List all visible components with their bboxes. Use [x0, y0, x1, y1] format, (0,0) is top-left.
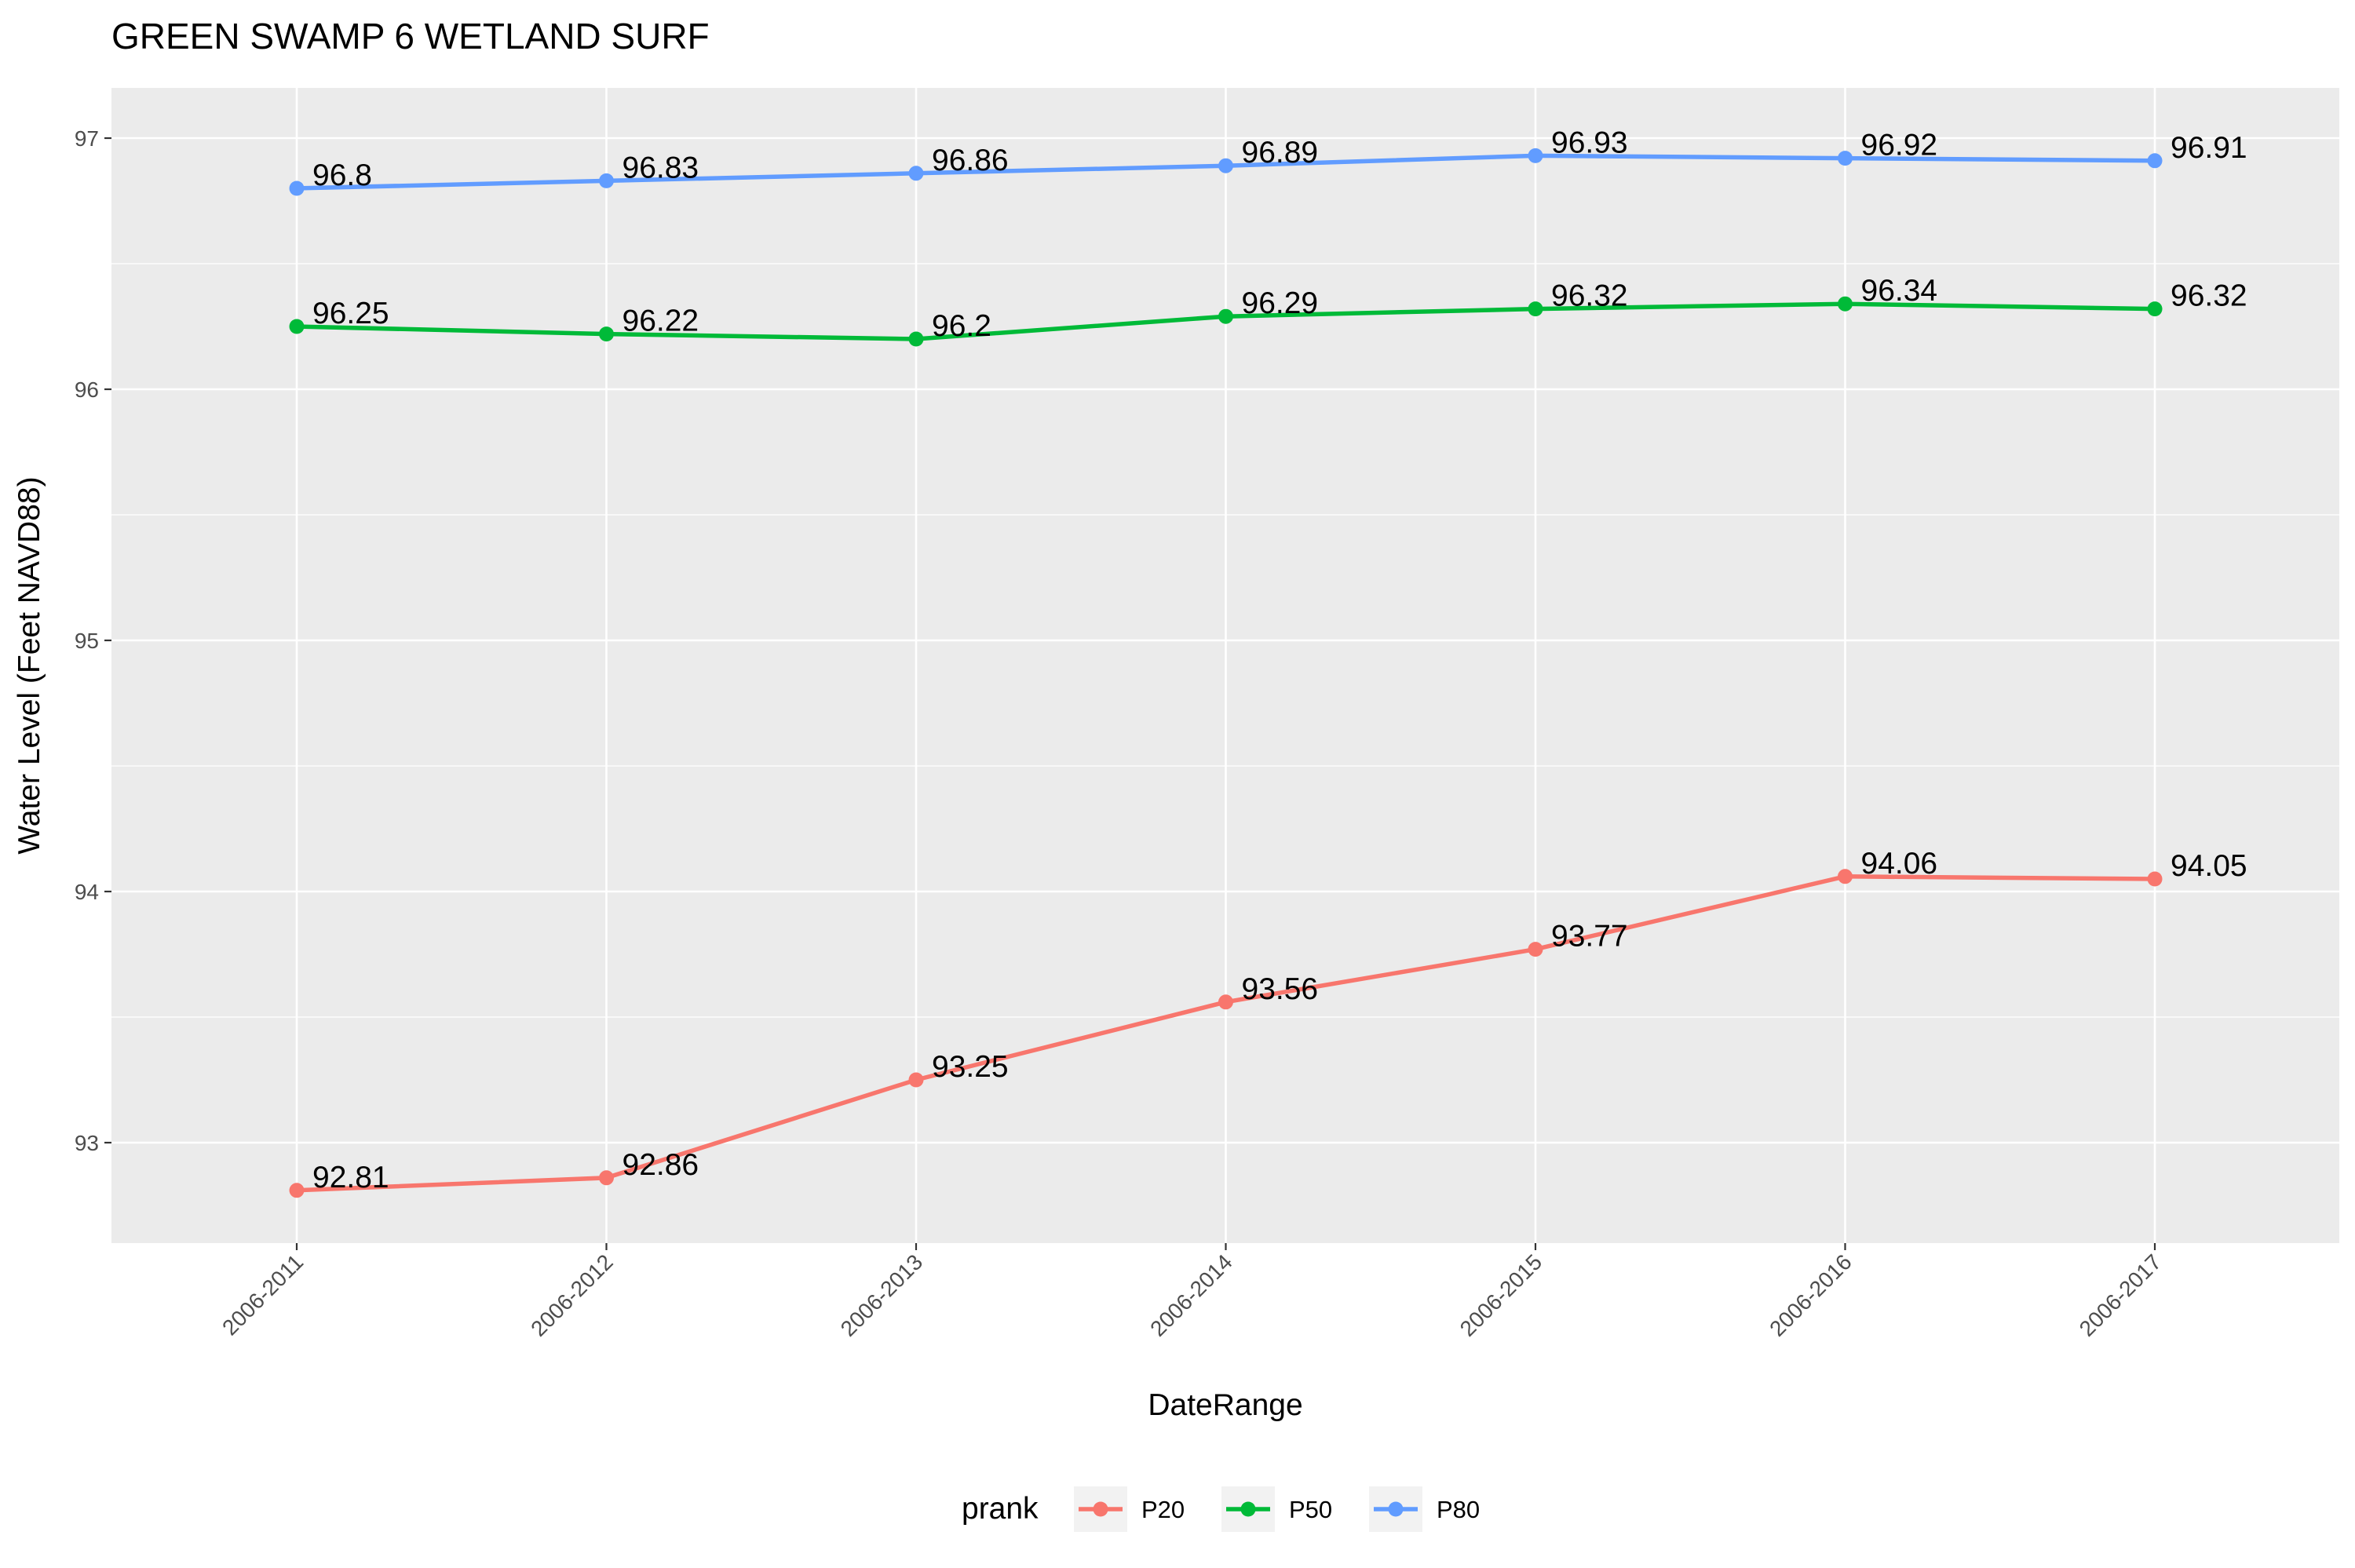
- grid-lines: [111, 88, 2339, 1243]
- data-point-p20: [1218, 994, 1233, 1010]
- legend-point-p80: [1388, 1501, 1404, 1517]
- data-label-p80: 96.8: [312, 159, 372, 192]
- data-label-p50: 96.34: [1861, 274, 1938, 308]
- data-label-p20: 93.56: [1242, 972, 1319, 1006]
- legend-label-p50: P50: [1289, 1496, 1332, 1523]
- data-label-p20: 93.77: [1551, 920, 1628, 954]
- data-label-p50: 96.2: [932, 309, 991, 343]
- x-tick-label: 2006-2017: [2075, 1249, 2167, 1341]
- data-point-p80: [1218, 158, 1233, 173]
- data-label-p80: 96.93: [1551, 126, 1628, 159]
- data-label-p50: 96.32: [1551, 279, 1628, 313]
- data-point-p80: [2147, 153, 2163, 169]
- series-lines: [289, 148, 2163, 1198]
- x-tick-label: 2006-2013: [836, 1249, 928, 1341]
- data-point-p20: [289, 1183, 305, 1198]
- x-tick-label: 2006-2015: [1455, 1249, 1547, 1341]
- data-label-p80: 96.91: [2171, 131, 2247, 165]
- x-tick-label: 2006-2012: [526, 1249, 618, 1341]
- data-point-p50: [908, 331, 924, 347]
- data-label-p50: 96.29: [1242, 286, 1319, 320]
- data-point-p80: [599, 173, 614, 188]
- data-point-p50: [289, 319, 305, 334]
- data-point-p80: [289, 181, 305, 196]
- legend-title: prank: [962, 1492, 1039, 1526]
- data-label-p80: 96.92: [1861, 129, 1938, 162]
- data-labels: 92.81 92.86 93.25 93.56 93.77 94.06 94.05 96.25…: [312, 126, 2247, 1194]
- y-tick-label: 93: [75, 1131, 99, 1155]
- x-axis-title: DateRange: [1148, 1388, 1302, 1422]
- data-label-p80: 96.89: [1242, 136, 1319, 170]
- legend: prank P20 P50 P80: [962, 1486, 1480, 1532]
- legend-item-p80: P80: [1369, 1486, 1480, 1532]
- data-point-p50: [1528, 301, 1543, 317]
- y-tick-label: 94: [75, 880, 99, 904]
- data-point-p80: [1838, 151, 1853, 166]
- data-label-p20: 94.05: [2171, 849, 2247, 883]
- y-axis-title: Water Level (Feet NAVD88): [13, 476, 46, 854]
- data-label-p20: 94.06: [1861, 847, 1938, 881]
- y-tick-label: 95: [75, 629, 99, 653]
- legend-point-p50: [1240, 1501, 1256, 1517]
- data-point-p50: [599, 326, 614, 342]
- data-label-p80: 96.86: [932, 144, 1009, 177]
- data-point-p20: [908, 1072, 924, 1088]
- data-label-p50: 96.32: [2171, 279, 2247, 313]
- data-label-p50: 96.22: [623, 304, 699, 338]
- legend-item-p50: P50: [1221, 1486, 1332, 1532]
- data-label-p50: 96.25: [312, 297, 389, 330]
- x-tick-label: 2006-2011: [217, 1249, 308, 1340]
- data-point-p50: [1218, 308, 1233, 324]
- data-point-p20: [1838, 869, 1853, 884]
- data-label-p20: 92.86: [623, 1148, 699, 1182]
- data-point-p80: [1528, 148, 1543, 163]
- data-point-p20: [599, 1170, 614, 1186]
- legend-label-p80: P80: [1437, 1496, 1480, 1523]
- data-point-p20: [2147, 871, 2163, 887]
- data-label-p20: 92.81: [312, 1161, 389, 1194]
- x-tick-label: 2006-2016: [1765, 1249, 1857, 1341]
- data-point-p50: [1838, 296, 1853, 312]
- legend-item-p20: P20: [1074, 1486, 1185, 1532]
- data-label-p80: 96.83: [623, 151, 699, 184]
- chart-title: GREEN SWAMP 6 WETLAND SURF: [111, 16, 710, 57]
- data-label-p20: 93.25: [932, 1050, 1009, 1084]
- x-tick-label: 2006-2014: [1145, 1249, 1237, 1341]
- legend-point-p20: [1093, 1501, 1108, 1517]
- legend-label-p20: P20: [1141, 1496, 1185, 1523]
- data-point-p50: [2147, 301, 2163, 317]
- y-tick-label: 97: [75, 126, 99, 151]
- data-point-p20: [1528, 942, 1543, 957]
- y-tick-label: 96: [75, 377, 99, 402]
- data-point-p80: [908, 166, 924, 181]
